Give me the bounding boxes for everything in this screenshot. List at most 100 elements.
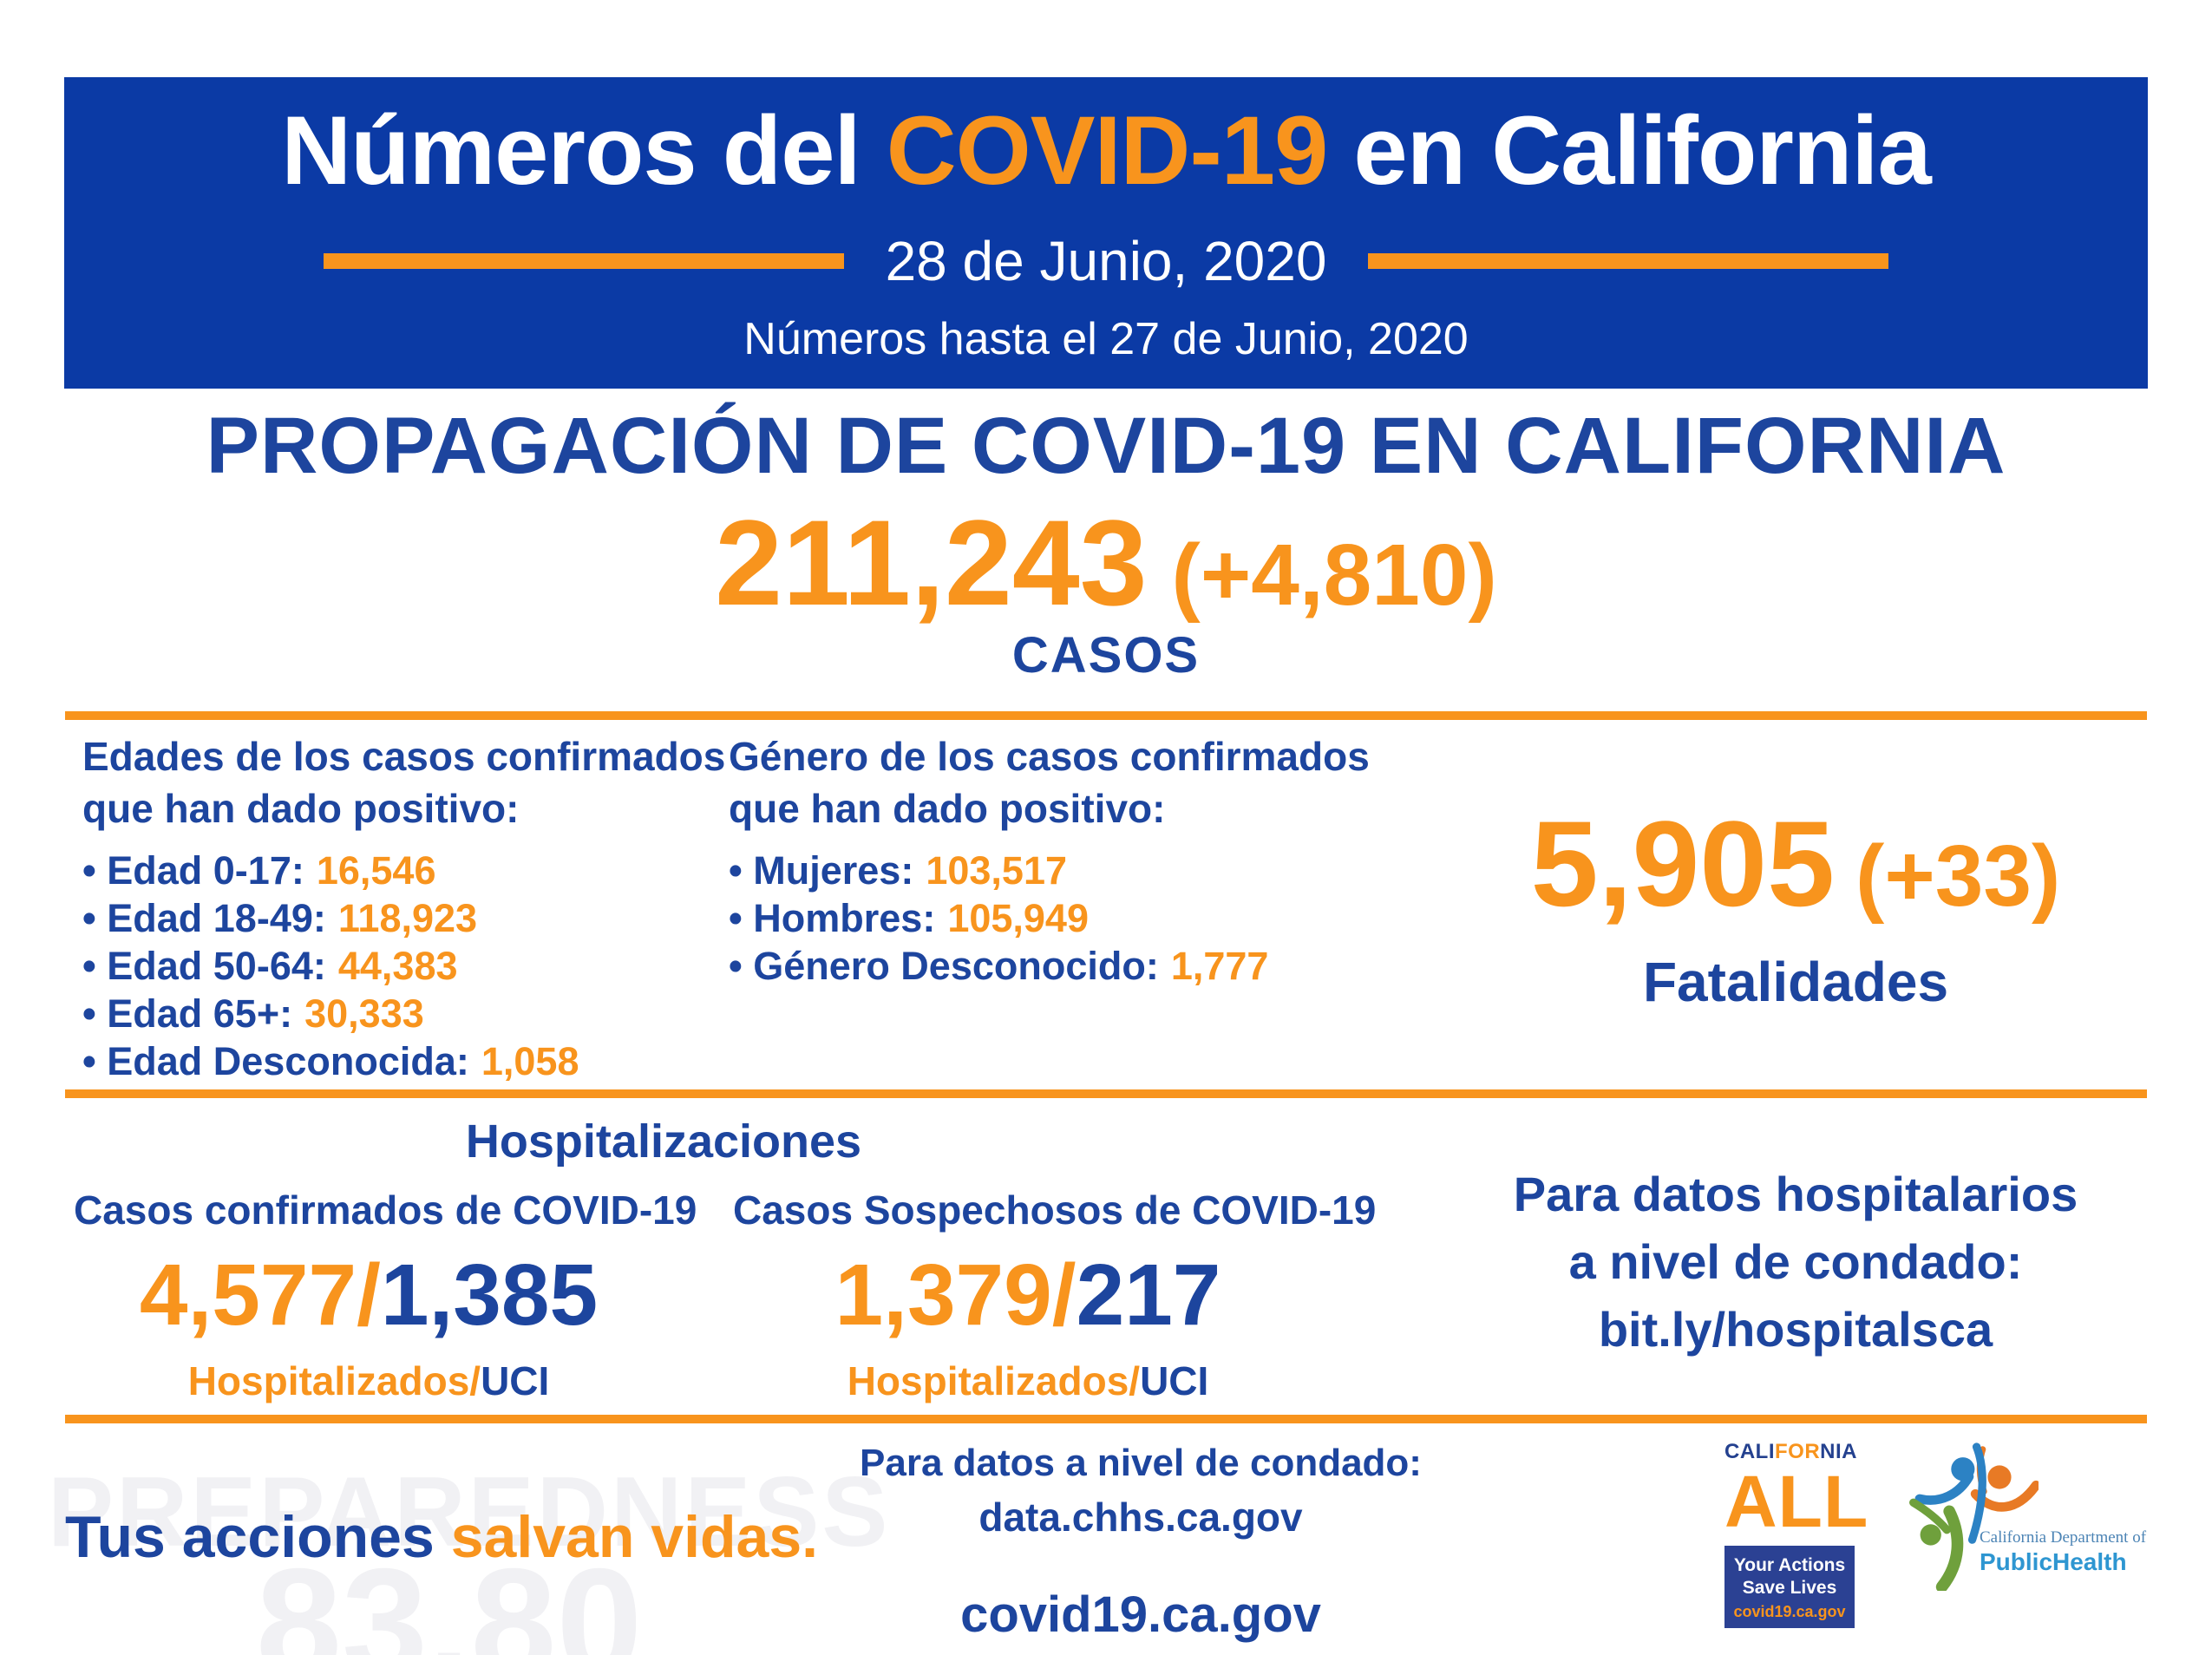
cases-total: 211,243 [715, 494, 1148, 631]
hospital-note-line2: a nivel de condado: [1568, 1234, 2023, 1289]
watermark-number: 83.80 [256, 1536, 643, 1655]
gender-panel: Género de los casos confirmados que han … [729, 730, 1423, 990]
hospitalizations-heading: Hospitalizaciones [465, 1115, 862, 1168]
gender-heading-line2: que han dado positivo: [729, 786, 1166, 831]
gender-list: Mujeres: 103,517 Hombres:105,949 Género D… [729, 847, 1423, 990]
section-divider-2 [65, 1089, 2147, 1098]
box-line1: Your Actions [1733, 1555, 1846, 1575]
ages-list: Edad 0-17: 16,546 Edad 18-49:118,923 Edad… [82, 847, 742, 1085]
suspected-legend: Hospitalizados/UCI [733, 1357, 1323, 1404]
watermark-preparedness: PREPAREDNESS [48, 1457, 891, 1567]
fatalities-panel: 5,905 (+33) Fatalidades [1475, 794, 2117, 1014]
california-all-logo: CALIFORNIA ALL Your Actions Save Lives c… [1724, 1440, 1869, 1628]
poster-title-covid: COVID-19 [886, 96, 1329, 205]
suspected-hospitalizations-panel: Casos Sospechosos de COVID-19 1,379/217 … [733, 1187, 1377, 1404]
wordmark-cali: CALI [1724, 1440, 1775, 1463]
report-date: 28 de Junio, 2020 [885, 230, 1327, 292]
section-divider-3 [65, 1415, 2147, 1423]
box-url: covid19.ca.gov [1733, 1603, 1846, 1620]
age-label: Edad 50-64: [107, 944, 326, 988]
hospital-note-line1: Para datos hospitalarios [1513, 1167, 2078, 1221]
cdph-name-serif: California Department of [1980, 1528, 2147, 1547]
legend-icu: UCI [1140, 1358, 1209, 1403]
gender-row-unknown: Género Desconocido:1,777 [729, 942, 1423, 990]
age-label: Edad 18-49: [107, 896, 326, 940]
fatalities-label: Fatalidades [1642, 951, 1949, 1013]
suspected-label: Casos Sospechosos de COVID-19 [733, 1187, 1377, 1233]
gender-heading-line1: Género de los casos confirmados [729, 734, 1370, 779]
gender-value: 1,777 [1170, 944, 1269, 988]
confirmed-label: Casos confirmados de COVID-19 [74, 1187, 697, 1233]
section-divider-1 [65, 711, 2147, 720]
gender-label: Mujeres: [753, 848, 914, 893]
ages-heading-line1: Edades de los casos confirmados [82, 734, 726, 779]
date-accent-bar-right [1368, 253, 1889, 269]
header-banner: Números del COVID-19 en California 28 de… [64, 77, 2148, 389]
hospital-data-url: bit.ly/hospitalsca [1598, 1302, 1993, 1357]
slogan-orange-text: salvan vidas. [450, 1504, 819, 1570]
county-data-url: data.chhs.ca.gov [978, 1495, 1303, 1540]
age-label: Edad 0-17: [107, 848, 304, 893]
all-wordmark: ALL [1724, 1461, 1869, 1542]
box-line2: Save Lives [1742, 1578, 1837, 1598]
legend-icu: UCI [481, 1358, 550, 1403]
cases-total-line: 211,243 (+4,810) [0, 493, 2212, 633]
age-label: Edad 65+: [107, 991, 293, 1036]
date-row: 28 de Junio, 2020 [64, 226, 2148, 296]
cases-section-heading: PROPAGACIÓN DE COVID-19 EN CALIFORNIA [206, 402, 2006, 490]
age-row-50-64: Edad 50-64:44,383 [82, 942, 742, 990]
age-value: 44,383 [337, 944, 458, 988]
wordmark-nia: NIA [1820, 1440, 1858, 1463]
fatalities-total-line: 5,905 (+33) [1475, 794, 2117, 934]
actions-slogan: Tus acciones salvan vidas. [65, 1503, 818, 1571]
confirmed-count: 4,577/1,385 [74, 1246, 664, 1345]
suspected-count: 1,379/217 [733, 1246, 1323, 1345]
confirmed-hospitalized-count: 4,577/ [139, 1246, 381, 1344]
age-row-18-49: Edad 18-49:118,923 [82, 894, 742, 942]
hospital-data-note: Para datos hospitalarios a nivel de cond… [1475, 1161, 2117, 1364]
gender-label: Hombres: [753, 896, 936, 940]
slogan-blue-text: Tus acciones [65, 1504, 451, 1570]
fatalities-total: 5,905 [1530, 795, 1836, 932]
county-data-block: Para datos a nivel de condado: data.chhs… [859, 1442, 1423, 1644]
your-actions-box: Your Actions Save Lives covid19.ca.gov [1724, 1546, 1855, 1628]
ages-panel: Edades de los casos confirmados que han … [82, 730, 742, 1085]
confirmed-hospitalizations-panel: Casos confirmados de COVID-19 4,577/1,38… [74, 1187, 697, 1404]
ages-heading-line2: que han dado positivo: [82, 786, 520, 831]
gender-label: Género Desconocido: [753, 944, 1159, 988]
legend-hospitalized: Hospitalizados/ [847, 1358, 1141, 1403]
suspected-hospitalized-count: 1,379/ [834, 1246, 1077, 1344]
poster-title: Números del COVID-19 en California [64, 95, 2148, 207]
fatalities-delta: (+33) [1855, 828, 2061, 925]
cases-delta: (+4,810) [1171, 527, 1497, 624]
cdph-figures-icon [1909, 1442, 2039, 1591]
data-through-subtitle: Números hasta el 27 de Junio, 2020 [743, 314, 1469, 364]
poster-title-post: en California [1327, 96, 1931, 205]
date-accent-bar-left [323, 253, 844, 269]
gender-row-women: Mujeres: 103,517 [729, 847, 1423, 894]
cases-label: CASOS [1011, 627, 1201, 684]
age-value: 118,923 [337, 896, 478, 940]
county-data-note: Para datos a nivel de condado: [860, 1442, 1422, 1484]
cdph-logo: California Department of PublicHealth [1908, 1442, 2177, 1650]
california-wordmark: CALIFORNIA [1724, 1440, 1858, 1464]
cdph-name-bold: PublicHealth [1980, 1548, 2127, 1575]
suspected-icu-count: 217 [1076, 1246, 1221, 1344]
age-row-0-17: Edad 0-17: 16,546 [82, 847, 742, 894]
poster-title-pre: Números del [281, 96, 887, 205]
wordmark-for: FOR [1775, 1440, 1821, 1463]
cdph-name: California Department of PublicHealth [1980, 1528, 2146, 1576]
covid-site-url: covid19.ca.gov [960, 1586, 1321, 1643]
legend-hospitalized: Hospitalizados/ [187, 1358, 481, 1403]
gender-value: 105,949 [947, 896, 1089, 940]
gender-value: 103,517 [926, 848, 1067, 893]
age-value: 1,058 [481, 1039, 579, 1083]
age-row-unknown: Edad Desconocida: 1,058 [82, 1037, 742, 1085]
confirmed-legend: Hospitalizados/UCI [74, 1357, 664, 1404]
confirmed-icu-count: 1,385 [380, 1246, 599, 1344]
age-label: Edad Desconocida: [107, 1039, 469, 1083]
age-row-65plus: Edad 65+:30,333 [82, 990, 742, 1037]
gender-row-men: Hombres:105,949 [729, 894, 1423, 942]
age-value: 30,333 [304, 991, 424, 1036]
